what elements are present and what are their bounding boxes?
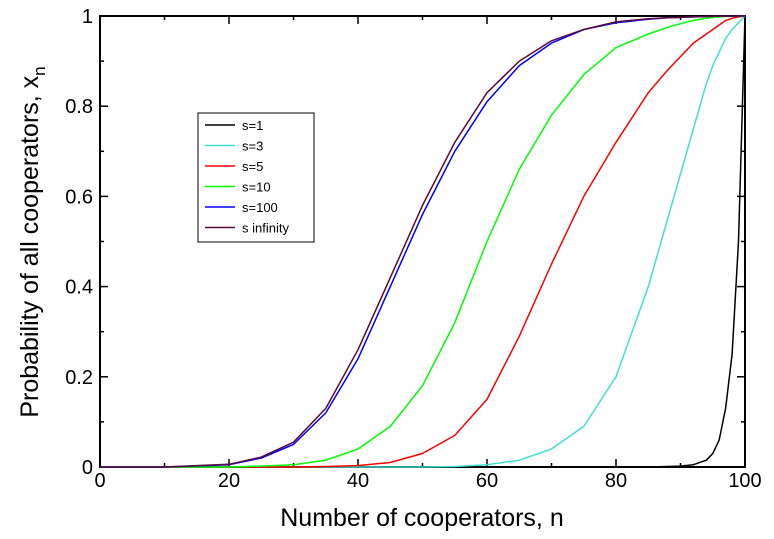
y-tick-label: 0.4 — [65, 277, 93, 299]
legend-label: s=100 — [242, 200, 278, 215]
legend-label: s=1 — [242, 118, 263, 133]
x-tick-label: 0 — [94, 470, 105, 492]
plot-frame — [99, 15, 746, 468]
x-tick-label: 100 — [728, 470, 761, 492]
legend-label: s infinity — [242, 221, 289, 236]
legend-box — [197, 112, 315, 243]
series-line-2 — [100, 15, 746, 468]
series-line-3 — [100, 15, 746, 468]
y-axis-label-group: Probability of all cooperators, xn — [16, 66, 49, 417]
svg-text:Probability of all cooperators: Probability of all cooperators, xn — [16, 66, 49, 417]
x-tick-label: 80 — [605, 470, 627, 492]
y-tick-label: 0.6 — [65, 186, 93, 208]
y-tick-label: 1 — [82, 6, 93, 28]
legend-label: s=10 — [242, 180, 271, 195]
legend-label: s=5 — [242, 159, 263, 174]
x-axis-label: Number of cooperators, n — [280, 504, 563, 532]
series-lines — [100, 15, 746, 468]
legend: s=1 s=3 s=5 s=10 s=100 s infinity — [197, 112, 315, 243]
y-tick-label: 0 — [82, 457, 93, 479]
x-tick-label: 60 — [476, 470, 498, 492]
axis-ticks — [99, 15, 746, 468]
x-tick-label: 40 — [347, 470, 369, 492]
legend-label: s=3 — [242, 139, 263, 154]
y-tick-label: 0.2 — [65, 367, 93, 389]
y-axis-label-subscript: n — [30, 66, 49, 75]
y-axis-label: Probability of all cooperators, x — [16, 75, 44, 417]
series-line-4 — [100, 15, 746, 468]
y-tick-label: 0.8 — [65, 96, 93, 118]
axis-tick-labels: 0 20 40 60 80 100 0 0.2 0.4 0.6 0.8 1 — [65, 6, 762, 492]
series-line-1 — [100, 15, 746, 468]
series-line-6 — [100, 15, 745, 468]
series-line-5 — [100, 15, 745, 468]
x-tick-label: 20 — [218, 470, 240, 492]
